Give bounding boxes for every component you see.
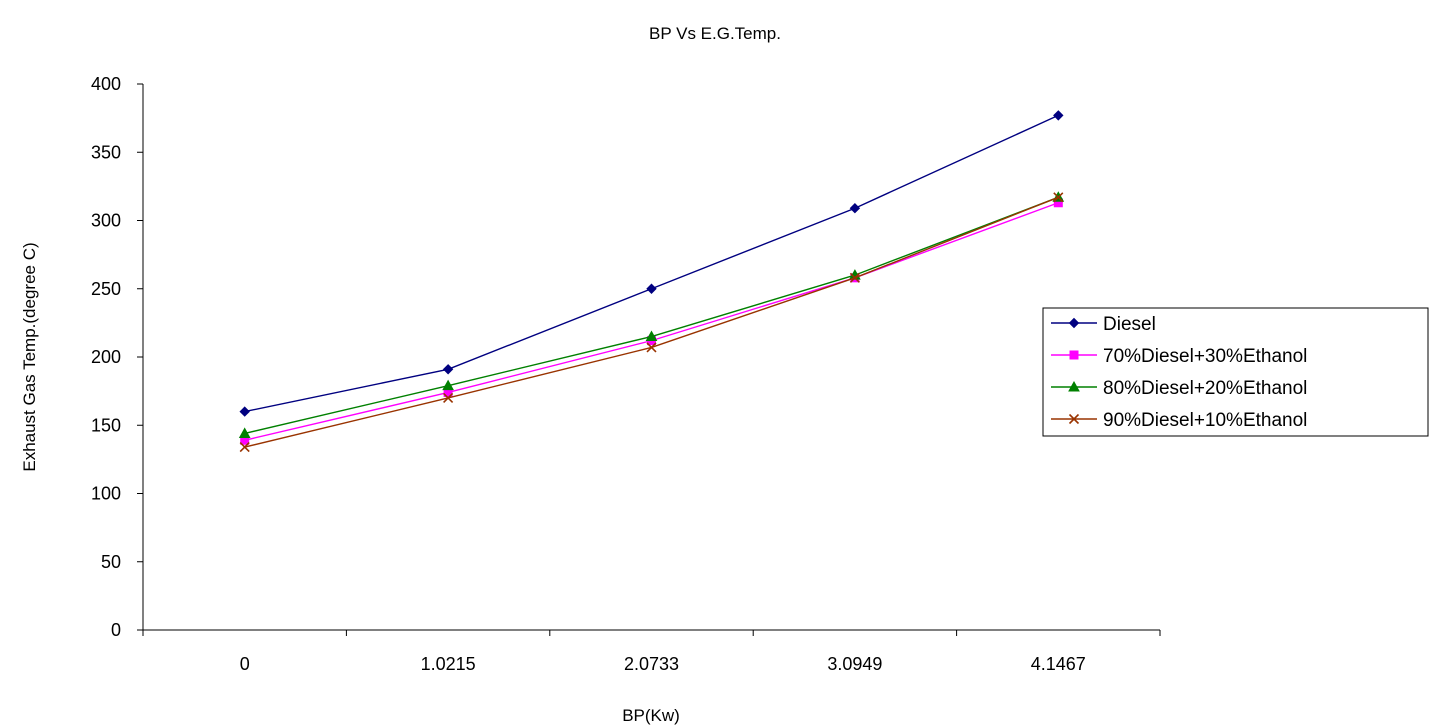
y-tick-label: 400	[91, 74, 121, 94]
series-line	[244, 196, 1059, 435]
data-point	[442, 379, 454, 391]
legend-box	[1042, 307, 1429, 437]
series-layer	[238, 110, 1065, 453]
y-tick-label: 200	[91, 347, 121, 367]
legend-marker	[1068, 317, 1080, 329]
data-point	[646, 283, 657, 294]
data-point	[442, 364, 454, 375]
series-4	[239, 192, 1064, 453]
x-tick-label: 4.1467	[1031, 654, 1086, 674]
data-point	[239, 442, 250, 453]
x-tick-label: 2.0733	[624, 654, 679, 674]
legend-label: 90%Diesel+10%Ethanol	[1103, 410, 1307, 431]
data-point	[239, 406, 250, 417]
data-point	[645, 330, 658, 342]
legend-item: 90%Diesel+10%Ethanol	[1051, 410, 1307, 431]
data-point	[1053, 110, 1064, 121]
y-tick-label: 300	[91, 211, 121, 231]
y-tick-label: 250	[91, 279, 121, 299]
series-3	[238, 191, 1065, 438]
series-line	[244, 196, 1059, 448]
axes	[142, 84, 1160, 631]
legend-marker	[1068, 380, 1080, 392]
legend-item: Diesel	[1051, 314, 1156, 335]
y-axis-label: Exhaust Gas Temp.(degree C)	[20, 242, 39, 471]
y-tick-label: 50	[101, 552, 121, 572]
x-tick-label: 3.0949	[827, 654, 882, 674]
y-tick-label: 150	[91, 415, 121, 435]
legend-marker	[1069, 350, 1079, 360]
legend-label: 80%Diesel+20%Ethanol	[1103, 378, 1307, 399]
legend: Diesel 70%Diesel+30%Ethanol 80%Diesel+20%E…	[1042, 307, 1429, 437]
series-1	[239, 110, 1064, 417]
data-point	[849, 203, 861, 214]
legend-label: 70%Diesel+30%Ethanol	[1103, 346, 1307, 367]
x-tick-label: 1.0215	[421, 654, 476, 674]
data-point	[238, 427, 251, 438]
legend-label: Diesel	[1103, 314, 1156, 335]
series-2	[240, 198, 1063, 445]
x-axis-ticks: 0 1.0215 2.0733 3.0949 4.1467	[142, 630, 1161, 674]
y-tick-label: 0	[111, 620, 121, 640]
y-axis-ticks: 0 50 100 150 200 250 300 350 400	[91, 74, 143, 640]
x-axis-label: BP(Kw)	[622, 706, 680, 725]
legend-item: 80%Diesel+20%Ethanol	[1051, 378, 1307, 399]
y-tick-label: 350	[91, 142, 121, 162]
chart-title: BP Vs E.G.Temp.	[649, 24, 781, 43]
data-point	[646, 342, 657, 353]
data-point	[1053, 192, 1064, 203]
x-tick-label: 0	[240, 654, 250, 674]
data-point	[849, 272, 860, 283]
legend-item: 70%Diesel+30%Ethanol	[1051, 346, 1307, 367]
data-point	[443, 392, 454, 404]
legend-marker	[1068, 413, 1080, 425]
series-line	[244, 114, 1059, 413]
y-tick-label: 100	[91, 484, 121, 504]
